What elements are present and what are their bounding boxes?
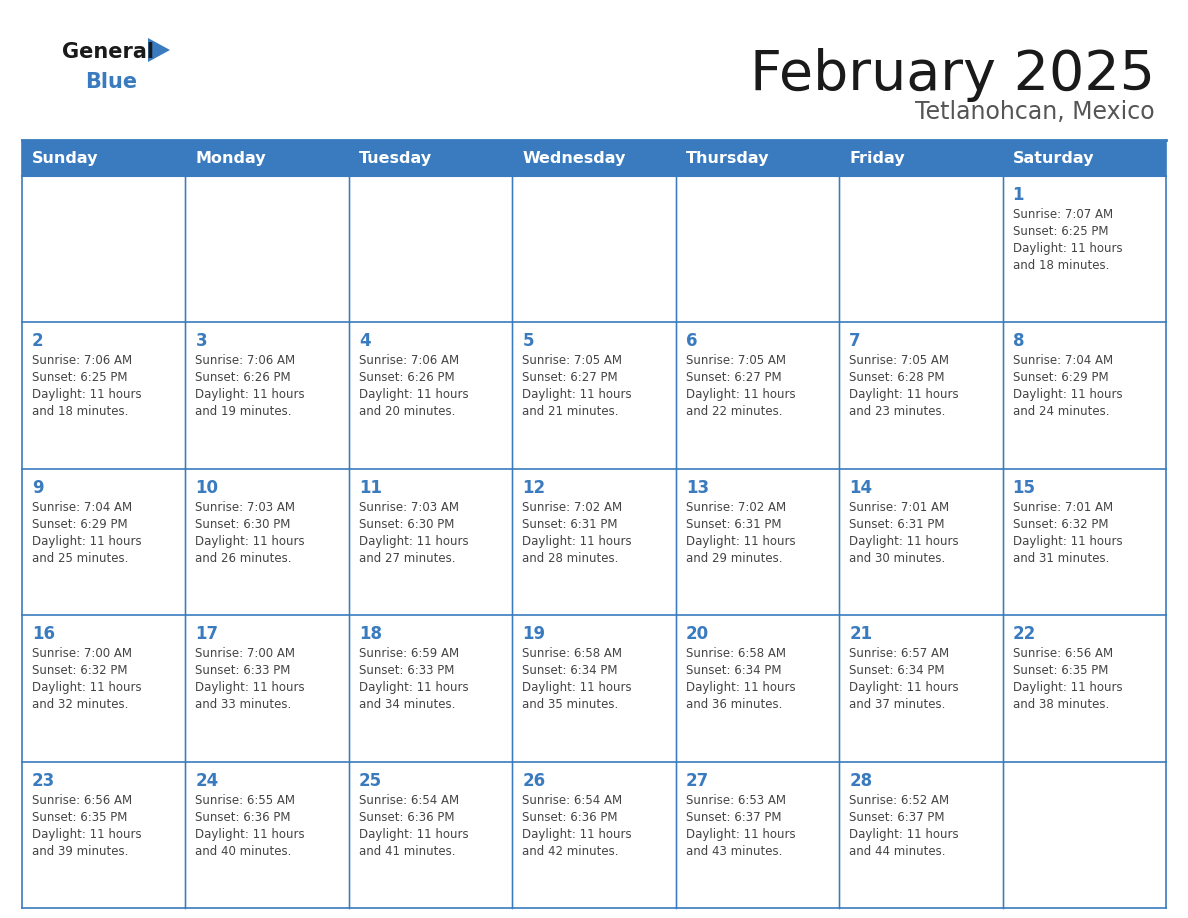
Text: Sunrise: 7:03 AM
Sunset: 6:30 PM
Daylight: 11 hours
and 26 minutes.: Sunrise: 7:03 AM Sunset: 6:30 PM Dayligh… <box>196 501 305 565</box>
Text: Sunrise: 6:53 AM
Sunset: 6:37 PM
Daylight: 11 hours
and 43 minutes.: Sunrise: 6:53 AM Sunset: 6:37 PM Dayligh… <box>685 793 795 857</box>
Text: General: General <box>62 42 154 62</box>
Text: 26: 26 <box>523 772 545 789</box>
Text: 16: 16 <box>32 625 55 644</box>
Text: Sunrise: 6:52 AM
Sunset: 6:37 PM
Daylight: 11 hours
and 44 minutes.: Sunrise: 6:52 AM Sunset: 6:37 PM Dayligh… <box>849 793 959 857</box>
Text: 27: 27 <box>685 772 709 789</box>
Text: Monday: Monday <box>196 151 266 165</box>
Text: 15: 15 <box>1012 479 1036 497</box>
Text: 20: 20 <box>685 625 709 644</box>
Bar <box>23 140 185 176</box>
Text: Sunrise: 6:56 AM
Sunset: 6:35 PM
Daylight: 11 hours
and 38 minutes.: Sunrise: 6:56 AM Sunset: 6:35 PM Dayligh… <box>1012 647 1123 711</box>
Text: Sunrise: 6:58 AM
Sunset: 6:34 PM
Daylight: 11 hours
and 36 minutes.: Sunrise: 6:58 AM Sunset: 6:34 PM Dayligh… <box>685 647 795 711</box>
Text: Sunrise: 7:06 AM
Sunset: 6:25 PM
Daylight: 11 hours
and 18 minutes.: Sunrise: 7:06 AM Sunset: 6:25 PM Dayligh… <box>32 354 141 419</box>
Text: 10: 10 <box>196 479 219 497</box>
Bar <box>512 140 676 176</box>
Text: 7: 7 <box>849 332 861 351</box>
Text: Wednesday: Wednesday <box>523 151 626 165</box>
Text: February 2025: February 2025 <box>750 48 1155 102</box>
Text: 2: 2 <box>32 332 44 351</box>
Text: Sunrise: 7:05 AM
Sunset: 6:27 PM
Daylight: 11 hours
and 21 minutes.: Sunrise: 7:05 AM Sunset: 6:27 PM Dayligh… <box>523 354 632 419</box>
Bar <box>1003 140 1165 176</box>
Text: 6: 6 <box>685 332 697 351</box>
Text: Sunrise: 7:02 AM
Sunset: 6:31 PM
Daylight: 11 hours
and 29 minutes.: Sunrise: 7:02 AM Sunset: 6:31 PM Dayligh… <box>685 501 795 565</box>
Text: 22: 22 <box>1012 625 1036 644</box>
Text: Friday: Friday <box>849 151 905 165</box>
Text: 17: 17 <box>196 625 219 644</box>
Text: Sunrise: 6:56 AM
Sunset: 6:35 PM
Daylight: 11 hours
and 39 minutes.: Sunrise: 6:56 AM Sunset: 6:35 PM Dayligh… <box>32 793 141 857</box>
Text: Sunrise: 7:03 AM
Sunset: 6:30 PM
Daylight: 11 hours
and 27 minutes.: Sunrise: 7:03 AM Sunset: 6:30 PM Dayligh… <box>359 501 468 565</box>
Text: 28: 28 <box>849 772 872 789</box>
Text: Tetlanohcan, Mexico: Tetlanohcan, Mexico <box>916 100 1155 124</box>
Text: Sunrise: 6:57 AM
Sunset: 6:34 PM
Daylight: 11 hours
and 37 minutes.: Sunrise: 6:57 AM Sunset: 6:34 PM Dayligh… <box>849 647 959 711</box>
Text: Sunrise: 7:01 AM
Sunset: 6:31 PM
Daylight: 11 hours
and 30 minutes.: Sunrise: 7:01 AM Sunset: 6:31 PM Dayligh… <box>849 501 959 565</box>
Text: Sunrise: 7:06 AM
Sunset: 6:26 PM
Daylight: 11 hours
and 20 minutes.: Sunrise: 7:06 AM Sunset: 6:26 PM Dayligh… <box>359 354 468 419</box>
Text: Sunrise: 7:06 AM
Sunset: 6:26 PM
Daylight: 11 hours
and 19 minutes.: Sunrise: 7:06 AM Sunset: 6:26 PM Dayligh… <box>196 354 305 419</box>
Text: 18: 18 <box>359 625 381 644</box>
Text: Thursday: Thursday <box>685 151 769 165</box>
Text: 4: 4 <box>359 332 371 351</box>
Text: Sunrise: 7:02 AM
Sunset: 6:31 PM
Daylight: 11 hours
and 28 minutes.: Sunrise: 7:02 AM Sunset: 6:31 PM Dayligh… <box>523 501 632 565</box>
Text: Sunrise: 6:54 AM
Sunset: 6:36 PM
Daylight: 11 hours
and 42 minutes.: Sunrise: 6:54 AM Sunset: 6:36 PM Dayligh… <box>523 793 632 857</box>
Text: 12: 12 <box>523 479 545 497</box>
Text: Sunrise: 6:59 AM
Sunset: 6:33 PM
Daylight: 11 hours
and 34 minutes.: Sunrise: 6:59 AM Sunset: 6:33 PM Dayligh… <box>359 647 468 711</box>
Text: Sunrise: 7:04 AM
Sunset: 6:29 PM
Daylight: 11 hours
and 24 minutes.: Sunrise: 7:04 AM Sunset: 6:29 PM Dayligh… <box>1012 354 1123 419</box>
Text: Blue: Blue <box>86 72 137 92</box>
Text: 25: 25 <box>359 772 383 789</box>
Text: 23: 23 <box>32 772 56 789</box>
Bar <box>676 140 839 176</box>
Text: 5: 5 <box>523 332 533 351</box>
Text: Saturday: Saturday <box>1012 151 1094 165</box>
Bar <box>185 140 349 176</box>
Text: 21: 21 <box>849 625 872 644</box>
Polygon shape <box>148 38 170 62</box>
Text: Sunday: Sunday <box>32 151 99 165</box>
Text: Sunrise: 7:00 AM
Sunset: 6:32 PM
Daylight: 11 hours
and 32 minutes.: Sunrise: 7:00 AM Sunset: 6:32 PM Dayligh… <box>32 647 141 711</box>
Text: 11: 11 <box>359 479 381 497</box>
Bar <box>839 140 1003 176</box>
Text: 8: 8 <box>1012 332 1024 351</box>
Text: 9: 9 <box>32 479 44 497</box>
Text: 1: 1 <box>1012 186 1024 204</box>
Text: Sunrise: 6:55 AM
Sunset: 6:36 PM
Daylight: 11 hours
and 40 minutes.: Sunrise: 6:55 AM Sunset: 6:36 PM Dayligh… <box>196 793 305 857</box>
Text: Sunrise: 7:00 AM
Sunset: 6:33 PM
Daylight: 11 hours
and 33 minutes.: Sunrise: 7:00 AM Sunset: 6:33 PM Dayligh… <box>196 647 305 711</box>
Text: Sunrise: 7:04 AM
Sunset: 6:29 PM
Daylight: 11 hours
and 25 minutes.: Sunrise: 7:04 AM Sunset: 6:29 PM Dayligh… <box>32 501 141 565</box>
Text: Tuesday: Tuesday <box>359 151 432 165</box>
Text: Sunrise: 7:05 AM
Sunset: 6:28 PM
Daylight: 11 hours
and 23 minutes.: Sunrise: 7:05 AM Sunset: 6:28 PM Dayligh… <box>849 354 959 419</box>
Text: 3: 3 <box>196 332 207 351</box>
Text: 24: 24 <box>196 772 219 789</box>
Text: Sunrise: 7:05 AM
Sunset: 6:27 PM
Daylight: 11 hours
and 22 minutes.: Sunrise: 7:05 AM Sunset: 6:27 PM Dayligh… <box>685 354 795 419</box>
Text: Sunrise: 7:07 AM
Sunset: 6:25 PM
Daylight: 11 hours
and 18 minutes.: Sunrise: 7:07 AM Sunset: 6:25 PM Dayligh… <box>1012 208 1123 272</box>
Text: 19: 19 <box>523 625 545 644</box>
Text: Sunrise: 6:54 AM
Sunset: 6:36 PM
Daylight: 11 hours
and 41 minutes.: Sunrise: 6:54 AM Sunset: 6:36 PM Dayligh… <box>359 793 468 857</box>
Text: Sunrise: 7:01 AM
Sunset: 6:32 PM
Daylight: 11 hours
and 31 minutes.: Sunrise: 7:01 AM Sunset: 6:32 PM Dayligh… <box>1012 501 1123 565</box>
Text: 13: 13 <box>685 479 709 497</box>
Text: 14: 14 <box>849 479 872 497</box>
Text: Sunrise: 6:58 AM
Sunset: 6:34 PM
Daylight: 11 hours
and 35 minutes.: Sunrise: 6:58 AM Sunset: 6:34 PM Dayligh… <box>523 647 632 711</box>
Bar <box>349 140 512 176</box>
